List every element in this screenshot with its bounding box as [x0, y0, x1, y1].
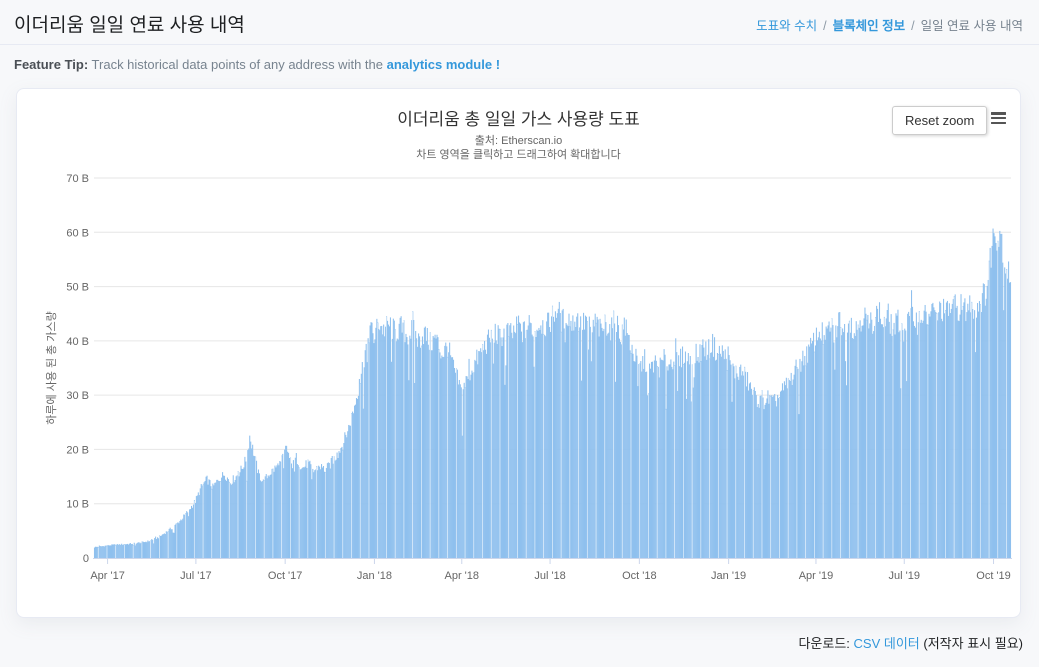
chart-title: 이더리움 총 일일 가스 사용량 도표	[397, 110, 640, 129]
x-tick-label: Oct '18	[622, 570, 657, 582]
y-tick-label: 0	[83, 553, 89, 565]
chart-subtitle-source: 출처: Etherscan.io	[474, 135, 563, 147]
x-tick-label: Apr '18	[445, 570, 480, 582]
x-tick-label: Jan '18	[357, 570, 392, 582]
y-tick-label: 20 B	[66, 444, 89, 456]
feature-tip: Feature Tip: Track historical data point…	[14, 57, 500, 72]
breadcrumb-item-2: 일일 연료 사용 내역	[920, 19, 1023, 33]
x-tick-label: Jul '17	[180, 570, 211, 582]
x-tick-label: Oct '17	[268, 570, 303, 582]
download-line: 다운로드: CSV 데이터 (저작자 표시 필요)	[798, 633, 1023, 652]
y-tick-label: 70 B	[66, 173, 89, 185]
y-tick-label: 10 B	[66, 499, 89, 511]
analytics-module-link[interactable]: analytics module !	[386, 57, 501, 72]
page-header: 이더리움 일일 연료 사용 내역 도표와 수치 / 블록체인 정보 / 일일 연료 사용…	[0, 0, 1039, 45]
y-tick-label: 50 B	[66, 282, 89, 294]
y-tick-label: 60 B	[66, 227, 89, 239]
page-title: 이더리움 일일 연료 사용 내역	[14, 15, 245, 36]
x-tick-label: Apr '17	[90, 570, 125, 582]
attribution-note: (저작자 표시 필요)	[923, 636, 1023, 651]
reset-zoom-button[interactable]: Reset zoom	[892, 106, 988, 135]
feature-tip-label: Feature Tip:	[14, 57, 89, 72]
download-label: 다운로드:	[798, 636, 850, 651]
breadcrumb-item-0[interactable]: 도표와 수치	[756, 19, 818, 33]
y-tick-label: 30 B	[66, 390, 89, 402]
breadcrumb: 도표와 수치 / 블록체인 정보 / 일일 연료 사용 내역	[756, 15, 1023, 34]
csv-data-link[interactable]: CSV 데이터	[853, 636, 920, 651]
breadcrumb-separator: /	[823, 19, 827, 33]
y-tick-label: 40 B	[66, 336, 89, 348]
breadcrumb-item-1[interactable]: 블록체인 정보	[832, 19, 906, 33]
hamburger-menu-icon	[988, 112, 1008, 125]
x-tick-label: Jul '18	[534, 570, 565, 582]
chart-subtitle-hint: 차트 영역을 클릭하고 드래그하여 확대합니다	[416, 149, 621, 161]
gas-usage-bar-chart[interactable]: 0 10 B 20 B 30 B 40 B 50 B 60 B 70 B Apr '17 Jul …	[17, 89, 1022, 619]
chart-context-menu-button[interactable]	[986, 110, 1010, 132]
chart-card: 이더리움 총 일일 가스 사용량 도표 출처: Etherscan.io 차트 …	[16, 88, 1021, 618]
x-tick-label: Apr '19	[799, 570, 834, 582]
breadcrumb-separator: /	[911, 19, 915, 33]
x-tick-label: Oct '19	[976, 570, 1011, 582]
x-tick-label: Jan '19	[711, 570, 746, 582]
feature-tip-text: Track historical data points of any addr…	[88, 57, 387, 72]
x-tick-label: Jul '19	[889, 570, 920, 582]
